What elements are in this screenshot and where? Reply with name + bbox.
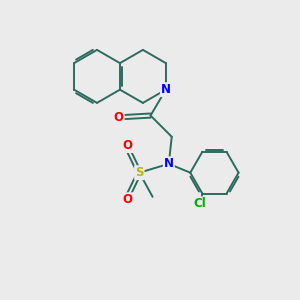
Text: O: O (114, 110, 124, 124)
Text: O: O (123, 139, 133, 152)
Text: N: N (161, 83, 171, 96)
Text: O: O (123, 193, 133, 206)
Text: S: S (135, 166, 144, 179)
Text: N: N (164, 157, 174, 170)
Text: Cl: Cl (193, 197, 206, 210)
